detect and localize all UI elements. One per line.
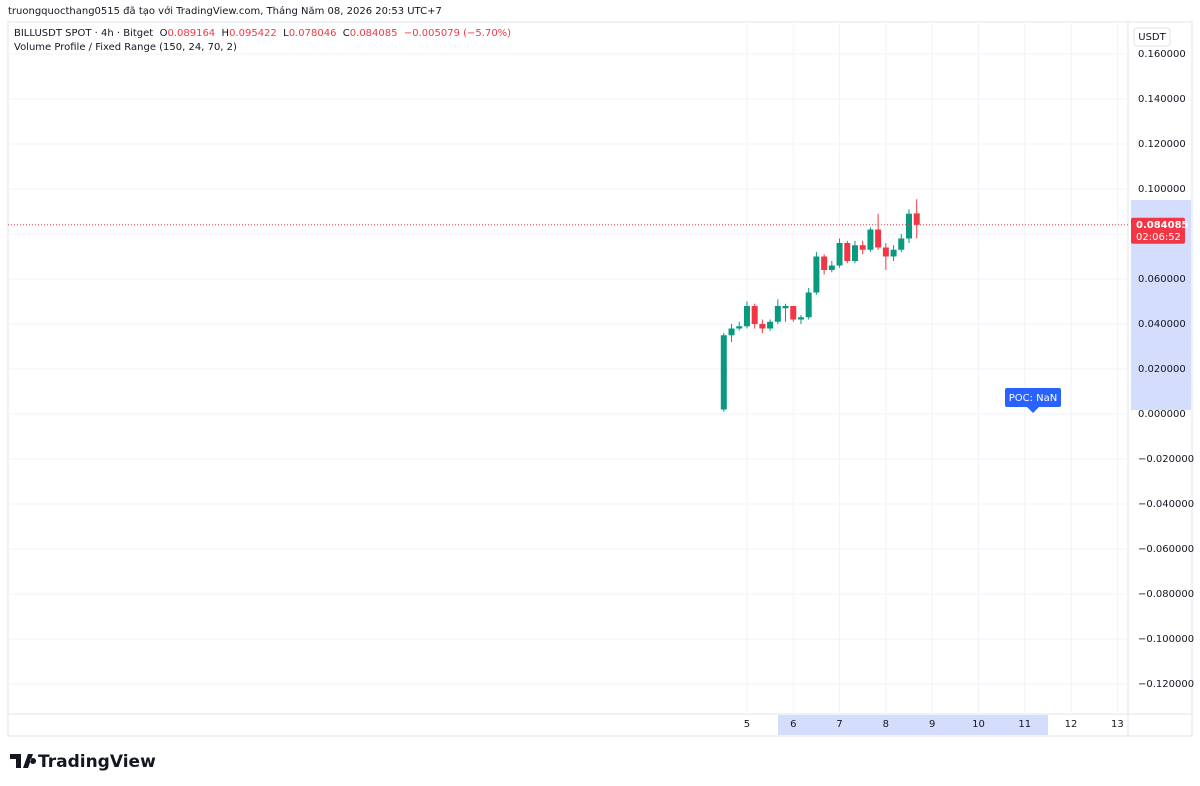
candle-body [790, 306, 797, 320]
y-tick-label: −0.120000 [1138, 679, 1194, 690]
candle-body [867, 229, 874, 250]
last-price-label: 0.084085 [1136, 220, 1189, 231]
x-tick-label: 5 [744, 719, 750, 730]
candle-body [774, 306, 781, 322]
currency: USDT [1138, 32, 1166, 43]
y-tick-label: 0.120000 [1138, 139, 1186, 150]
y-tick-label: −0.080000 [1138, 589, 1194, 600]
candle-body [859, 245, 866, 250]
y-tick-label: 0.100000 [1138, 184, 1186, 195]
legend: BILLUSDT SPOT · 4h · Bitget O0.089164 H0… [14, 28, 511, 39]
indicator: Volume Profile / Fixed Range (150, 24, 7… [14, 42, 237, 53]
candle-body [913, 213, 920, 225]
candle-body [828, 265, 835, 270]
candle-body [728, 328, 735, 336]
x-tick-label: 9 [929, 719, 935, 730]
candle-body [813, 256, 820, 293]
candle-body [767, 321, 774, 329]
y-tick-label: 0.000000 [1138, 409, 1186, 420]
y-tick-label: −0.040000 [1138, 499, 1194, 510]
poc-pointer [1027, 407, 1039, 413]
candle-body [836, 242, 843, 266]
y-tick-label: −0.020000 [1138, 454, 1194, 465]
y-tick-label: −0.060000 [1138, 544, 1194, 555]
last-price-box [1131, 217, 1185, 244]
x-tick-label: 13 [1111, 719, 1124, 730]
poc-box [1005, 388, 1061, 407]
symbol: BILLUSDT SPOT · 4h · Bitget [14, 28, 154, 39]
chart-frame [7, 21, 1193, 737]
candle-body [851, 245, 858, 261]
candle-body [898, 238, 905, 250]
candle-body [882, 247, 889, 257]
x-tick-label: 12 [1065, 719, 1078, 730]
x-tick-label: 11 [1018, 719, 1031, 730]
candle-body [906, 213, 913, 239]
x-tick-label: 10 [972, 719, 985, 730]
change: −0.005079 (−5.70%) [403, 28, 512, 39]
poc-label: POC: NaN [1009, 393, 1058, 404]
candle-body [890, 249, 897, 257]
y-tick-label: 0.020000 [1138, 364, 1186, 375]
y-tick-label: 0.160000 [1138, 49, 1186, 60]
time-range-highlight [778, 715, 1048, 735]
currency-box [1133, 27, 1171, 47]
high-value: 0.095422 [229, 28, 277, 39]
x-tick-label: 7 [836, 719, 842, 730]
y-tick-label: 0.140000 [1138, 94, 1186, 105]
y-tick-label: 0.060000 [1138, 274, 1186, 285]
close-value: 0.084085 [349, 28, 398, 39]
y-tick-label: −0.100000 [1138, 634, 1194, 645]
brand-logo [10, 754, 37, 768]
candle-body [875, 229, 882, 248]
candle-body [751, 306, 758, 325]
credit: truongquocthang0515 đã tạo với TradingVi… [8, 6, 442, 17]
candle-body [797, 317, 804, 320]
candle-body [844, 242, 851, 261]
x-tick-label: 6 [790, 719, 796, 730]
ohlc-label: C [342, 28, 350, 39]
brand: TradingView [38, 752, 156, 772]
ohlc-label: H [221, 28, 230, 39]
ohlc-label: L [283, 28, 289, 39]
candle-body [736, 326, 743, 329]
open-value: 0.089164 [167, 28, 216, 39]
candle-body [759, 324, 766, 329]
x-tick-label: 8 [883, 719, 889, 730]
y-tick-label: 0.040000 [1138, 319, 1186, 330]
low-value: 0.078046 [288, 28, 337, 39]
candle-body [782, 306, 789, 309]
candle-body [720, 335, 727, 410]
candle-body [743, 306, 750, 327]
ohlc-label: O [159, 28, 168, 39]
candle-body [805, 292, 812, 318]
candle-body [821, 256, 828, 270]
countdown: 02:06:52 [1136, 232, 1181, 243]
